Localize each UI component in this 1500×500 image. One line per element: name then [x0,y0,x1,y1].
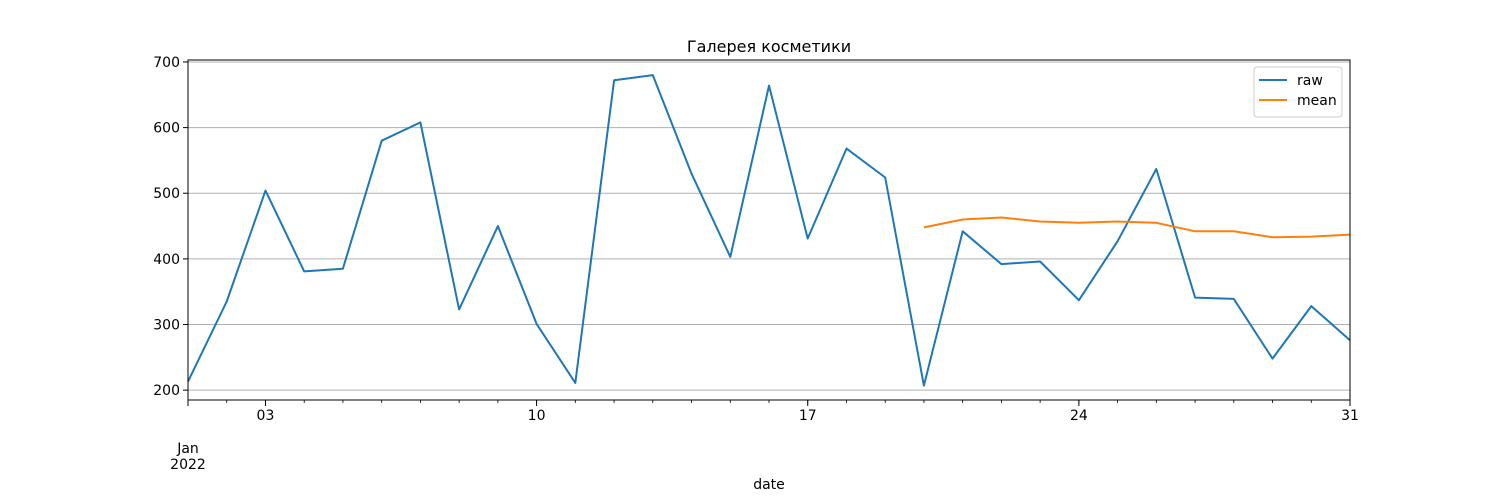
legend-label-raw: raw [1297,73,1323,89]
y-tick-label: 200 [153,383,180,399]
x-tick-label: 31 [1341,408,1359,424]
gridlines [188,61,1350,391]
legend: raw mean [1253,66,1343,118]
series-layer [187,74,1351,387]
x-tick-label: 10 [528,408,546,424]
legend-label-mean: mean [1297,93,1337,109]
x-start-date-label: Jan [176,441,199,457]
x-tick-label: 03 [257,408,275,424]
x-start-date-label: 2022 [170,457,206,473]
chart-title: Галерея косметики [687,37,851,56]
y-tick-label: 300 [153,318,180,334]
series-line-raw [187,74,1351,387]
x-tick-label: 24 [1070,408,1088,424]
y-axis: 200 300 400 500 600 700 [153,55,188,399]
x-axis-label: date [753,477,785,493]
y-tick-label: 400 [153,252,180,268]
x-tick-label: 17 [799,408,817,424]
y-tick-label: 700 [153,55,180,71]
y-tick-label: 600 [153,121,180,137]
series-line-mean [923,216,1351,239]
y-tick-label: 500 [153,186,180,202]
